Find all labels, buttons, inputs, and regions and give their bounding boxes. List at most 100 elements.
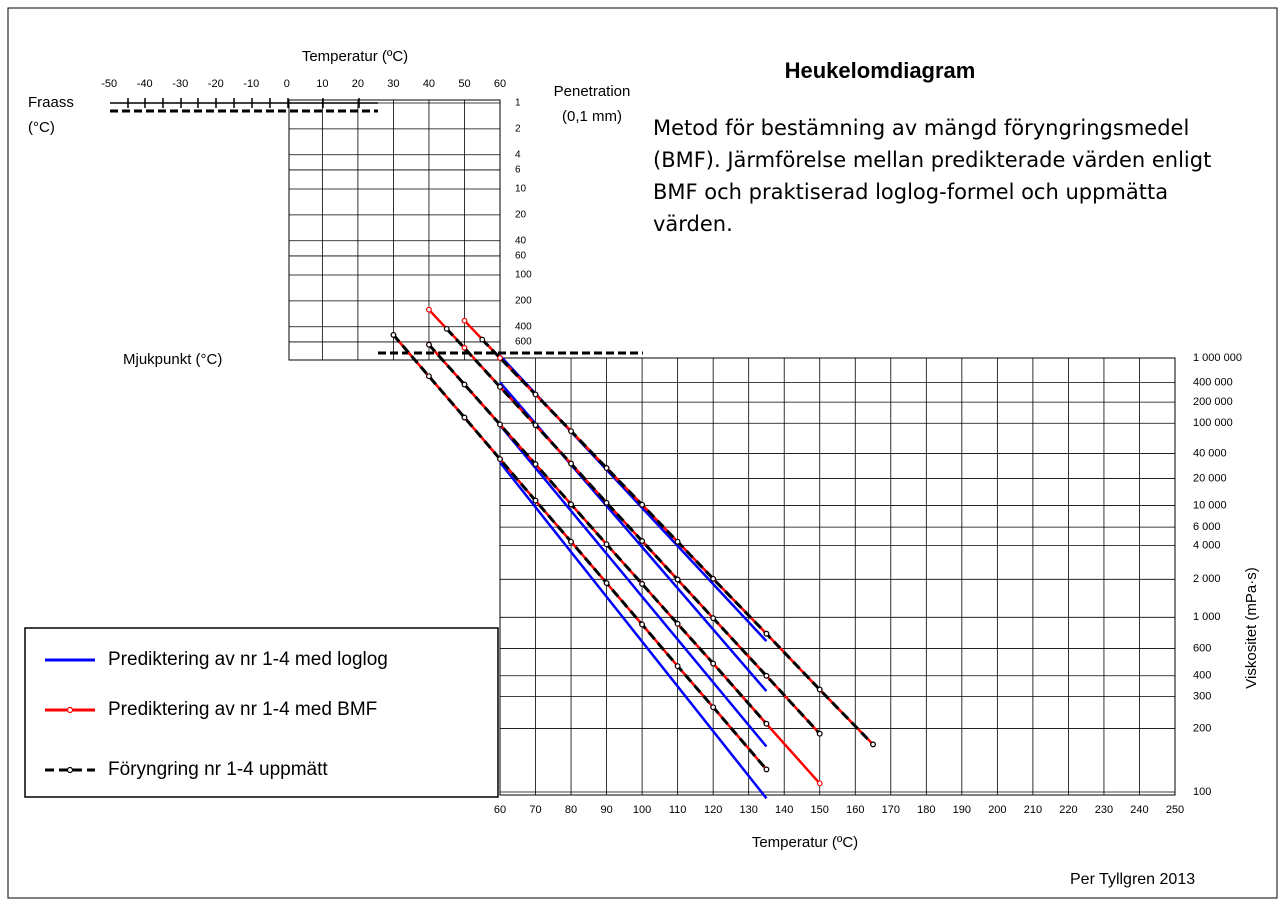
y-tick-label: 400 000 — [1193, 376, 1233, 388]
legend-label: Föryngring nr 1-4 uppmätt — [108, 759, 328, 780]
point — [710, 575, 717, 582]
point — [639, 621, 646, 628]
x-tick-label-top: -40 — [137, 78, 153, 90]
x-tick-label-top: -50 — [101, 78, 117, 90]
point — [639, 581, 646, 587]
point — [390, 332, 397, 338]
x-tick-label: 120 — [704, 804, 722, 816]
x-tick-label: 130 — [740, 804, 758, 816]
grid — [289, 100, 1176, 795]
x-tick-label: 90 — [600, 804, 612, 816]
point — [426, 373, 432, 380]
x-tick-label: 200 — [988, 804, 1006, 816]
penetration-tick-label: 1 — [515, 98, 521, 109]
point — [816, 780, 823, 787]
y-tick-label: 300 — [1193, 691, 1211, 703]
penetration-tick-label: 4 — [515, 149, 521, 160]
series-line — [499, 461, 768, 800]
x-tick-label-top: 40 — [423, 78, 435, 90]
y-tick-label: 1 000 000 — [1193, 352, 1242, 364]
y-axis-title: Viskositet (mPa·s) — [1243, 567, 1260, 688]
x-tick-label-top: -10 — [243, 78, 259, 90]
legend-label: Prediktering av nr 1-4 med loglog — [108, 649, 388, 670]
x-tick-label: 180 — [917, 804, 935, 816]
point — [461, 381, 468, 388]
penetration-tick-label: 600 — [515, 337, 532, 348]
point — [710, 660, 717, 667]
point — [639, 501, 646, 508]
fraass-label: Fraass — [28, 94, 74, 111]
x-tick-label: 230 — [1095, 804, 1113, 816]
point — [763, 720, 770, 727]
x-tick-label-top: 30 — [387, 78, 399, 90]
point — [603, 465, 610, 471]
point — [639, 538, 646, 544]
x-tick-label: 220 — [1059, 804, 1077, 816]
x-tick-label-top: 0 — [284, 78, 290, 90]
point — [816, 730, 823, 737]
fraass-ticks — [127, 98, 360, 108]
penetration-panel — [288, 99, 501, 361]
point — [603, 499, 610, 506]
point — [870, 741, 876, 748]
y-tick-label: 6 000 — [1193, 521, 1221, 533]
x-tick-label: 210 — [1024, 804, 1042, 816]
x-tick-label: 100 — [633, 804, 651, 816]
point — [461, 344, 468, 351]
penetration-tick-label: 20 — [515, 210, 527, 221]
y-tick-label: 200 000 — [1193, 396, 1233, 408]
point — [497, 421, 503, 428]
penetration-tick-label: 40 — [515, 235, 527, 246]
point — [479, 336, 486, 343]
x-tick-label: 250 — [1166, 804, 1184, 816]
description: Metod för bestämning av mängd föryngring… — [653, 116, 1212, 236]
penetration-tick-label: 2 — [515, 124, 521, 135]
point — [568, 428, 574, 435]
point — [497, 383, 503, 390]
penetration-unit: (0,1 mm) — [562, 108, 622, 125]
fraass-unit: (°C) — [28, 119, 55, 136]
y-tick-label: 400 — [1193, 670, 1211, 682]
series-line — [499, 424, 768, 748]
point — [710, 704, 717, 711]
penetration-tick-label: 400 — [515, 321, 532, 332]
x-tick-label-top: -20 — [208, 78, 224, 90]
x-tick-label: 80 — [565, 804, 577, 816]
y-tick-label: 200 — [1193, 722, 1211, 734]
point — [568, 460, 574, 467]
viscosity-panel — [499, 357, 1176, 796]
point — [532, 422, 539, 429]
point — [461, 317, 468, 324]
legend-label: Prediktering av nr 1-4 med BMF — [108, 699, 377, 720]
y-tick-label: 2 000 — [1193, 573, 1221, 585]
x-tick-label: 190 — [953, 804, 971, 816]
y-tick-label: 40 000 — [1193, 447, 1227, 459]
point — [568, 501, 574, 508]
x-tick-label: 60 — [494, 804, 506, 816]
point — [461, 414, 468, 421]
frame — [7, 7, 1278, 899]
point — [603, 541, 610, 548]
credit: Per Tyllgren 2013 — [1070, 871, 1195, 888]
x-tick-label: 160 — [846, 804, 864, 816]
x-axis-title: Temperatur (ºC) — [752, 834, 858, 851]
x-tick-label: 240 — [1130, 804, 1148, 816]
y-tick-label: 20 000 — [1193, 472, 1227, 484]
point — [426, 341, 432, 348]
point — [763, 630, 770, 637]
plot-area — [390, 306, 876, 800]
y-tick-label: 1 000 — [1193, 611, 1221, 623]
penetration-tick-label: 100 — [515, 270, 532, 281]
series-line — [445, 327, 821, 735]
x-tick-label: 150 — [811, 804, 829, 816]
x-tick-label-top: 10 — [316, 78, 328, 90]
chart-title: Heukelomdiagram — [785, 58, 976, 83]
point — [674, 663, 681, 670]
x-tick-label: 140 — [775, 804, 793, 816]
point — [763, 766, 770, 773]
point — [426, 306, 432, 313]
series-line — [481, 338, 875, 746]
y-tick-label: 100 000 — [1193, 417, 1233, 429]
